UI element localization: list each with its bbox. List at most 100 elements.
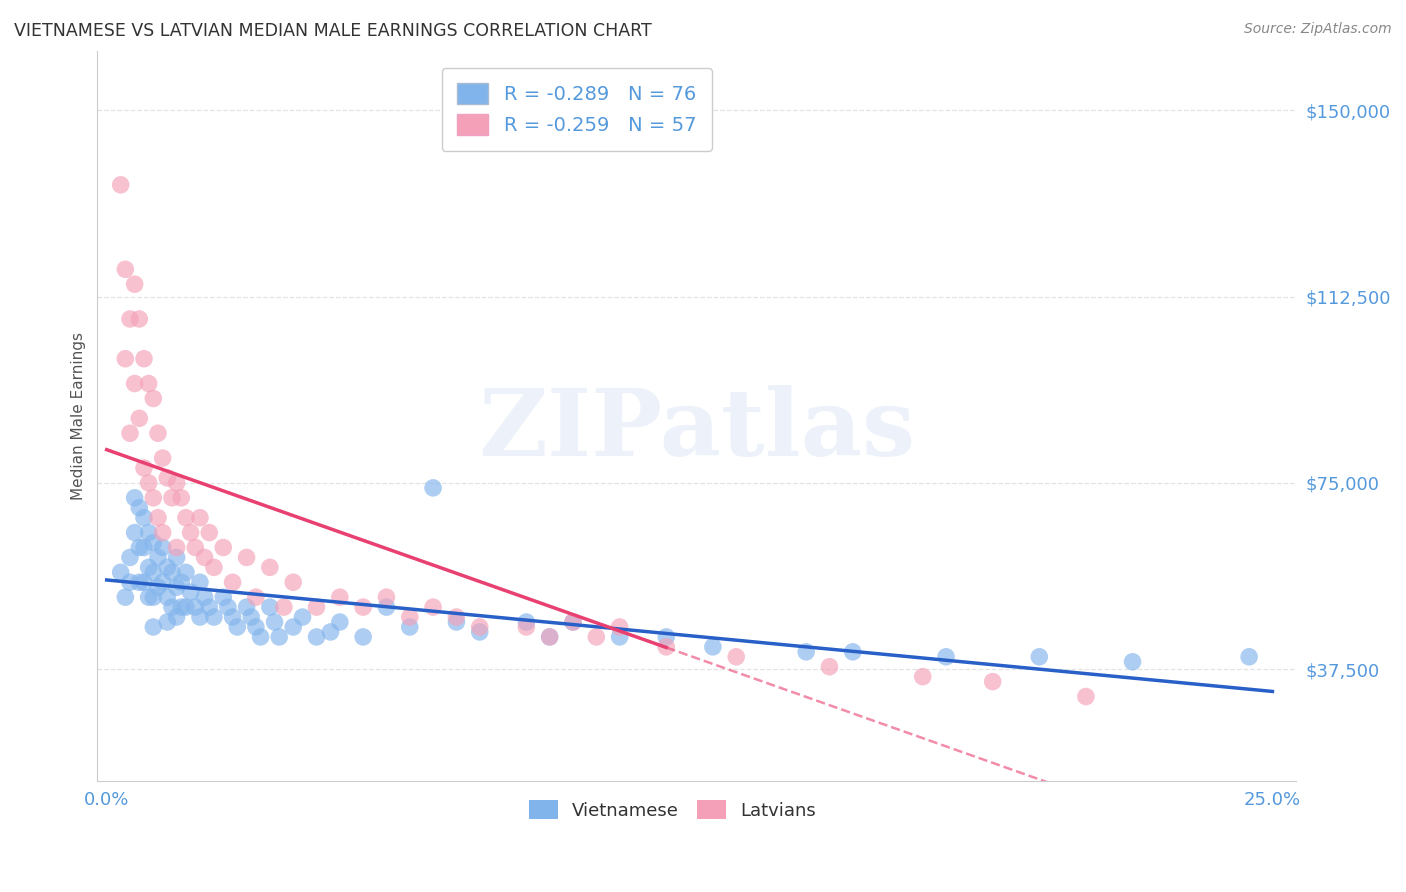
Point: [585, 630, 607, 644]
Legend: Vietnamese, Latvians: Vietnamese, Latvians: [522, 792, 824, 827]
Point: [702, 640, 724, 654]
Point: [725, 649, 748, 664]
Text: VIETNAMESE VS LATVIAN MEDIAN MALE EARNINGS CORRELATION CHART: VIETNAMESE VS LATVIAN MEDIAN MALE EARNIN…: [14, 22, 652, 40]
Point: [160, 491, 183, 505]
Point: [160, 600, 183, 615]
Point: [156, 471, 179, 485]
Point: [269, 630, 291, 644]
Text: Source: ZipAtlas.com: Source: ZipAtlas.com: [1244, 22, 1392, 37]
Point: [166, 550, 188, 565]
Point: [118, 575, 141, 590]
Point: [217, 600, 239, 615]
Point: [235, 600, 257, 615]
Point: [138, 376, 160, 391]
Point: [818, 659, 841, 673]
Point: [142, 566, 165, 580]
Point: [142, 590, 165, 604]
Point: [118, 312, 141, 326]
Point: [609, 630, 631, 644]
Point: [146, 426, 169, 441]
Point: [110, 566, 132, 580]
Point: [935, 649, 957, 664]
Point: [273, 600, 295, 615]
Point: [128, 411, 150, 425]
Point: [259, 600, 281, 615]
Point: [110, 178, 132, 192]
Point: [794, 645, 817, 659]
Point: [468, 620, 491, 634]
Point: [221, 575, 243, 590]
Point: [562, 615, 585, 629]
Point: [422, 481, 444, 495]
Point: [160, 566, 183, 580]
Point: [212, 590, 235, 604]
Point: [842, 645, 865, 659]
Point: [138, 560, 160, 574]
Point: [184, 600, 207, 615]
Point: [911, 670, 934, 684]
Point: [124, 491, 146, 505]
Point: [263, 615, 285, 629]
Point: [188, 575, 211, 590]
Point: [329, 615, 352, 629]
Point: [118, 426, 141, 441]
Point: [118, 550, 141, 565]
Point: [352, 600, 374, 615]
Point: [981, 674, 1004, 689]
Point: [515, 620, 537, 634]
Point: [202, 610, 225, 624]
Point: [180, 585, 202, 599]
Point: [156, 615, 179, 629]
Point: [188, 510, 211, 524]
Point: [245, 620, 267, 634]
Point: [562, 615, 585, 629]
Point: [202, 560, 225, 574]
Point: [174, 510, 197, 524]
Point: [152, 451, 174, 466]
Point: [180, 525, 202, 540]
Point: [146, 580, 169, 594]
Point: [114, 590, 136, 604]
Point: [124, 277, 146, 292]
Point: [156, 590, 179, 604]
Point: [166, 610, 188, 624]
Point: [398, 620, 420, 634]
Point: [146, 550, 169, 565]
Point: [128, 500, 150, 515]
Point: [174, 566, 197, 580]
Point: [655, 630, 678, 644]
Point: [128, 541, 150, 555]
Point: [352, 630, 374, 644]
Point: [221, 610, 243, 624]
Point: [468, 624, 491, 639]
Point: [329, 590, 352, 604]
Point: [226, 620, 249, 634]
Point: [283, 575, 305, 590]
Point: [142, 620, 165, 634]
Point: [1074, 690, 1097, 704]
Point: [194, 590, 217, 604]
Point: [152, 541, 174, 555]
Point: [446, 615, 468, 629]
Point: [609, 620, 631, 634]
Point: [156, 560, 179, 574]
Text: ZIPatlas: ZIPatlas: [478, 385, 915, 475]
Point: [166, 475, 188, 490]
Point: [184, 541, 207, 555]
Point: [538, 630, 561, 644]
Point: [128, 575, 150, 590]
Point: [152, 575, 174, 590]
Point: [1028, 649, 1050, 664]
Point: [170, 491, 193, 505]
Point: [240, 610, 263, 624]
Point: [138, 525, 160, 540]
Point: [422, 600, 444, 615]
Point: [146, 510, 169, 524]
Point: [446, 610, 468, 624]
Point: [132, 351, 155, 366]
Point: [142, 491, 165, 505]
Point: [245, 590, 267, 604]
Point: [138, 590, 160, 604]
Point: [142, 535, 165, 549]
Point: [132, 461, 155, 475]
